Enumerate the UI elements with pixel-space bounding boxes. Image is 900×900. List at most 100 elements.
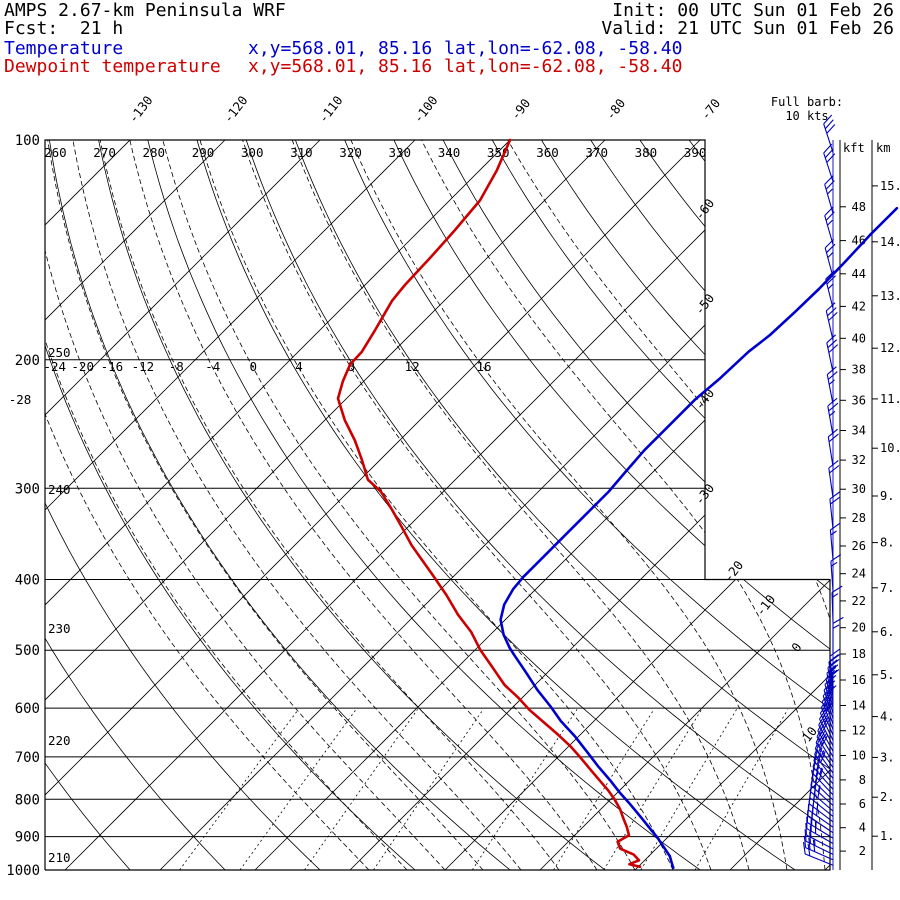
km-tick-label: 13.	[880, 289, 900, 303]
edge-isotherm-label: -60	[692, 196, 718, 223]
full-barb-note-line2: 10 kts	[785, 109, 829, 123]
wind-barb	[831, 585, 843, 623]
dry-adiabat-line	[590, 140, 830, 870]
full-barb-note-line1: Full barb:	[770, 95, 844, 109]
dry-adiabat-line	[45, 140, 226, 870]
moist-adiabat-line	[350, 140, 788, 870]
wind-barb	[819, 708, 834, 747]
pressure-axis-label: 1000	[6, 863, 40, 879]
dewpoint-legend-label: Dewpoint temperature	[4, 56, 221, 77]
init-time: Init: 00 UTC Sun 01 Feb 26	[612, 0, 894, 21]
wind-barb	[825, 270, 836, 309]
plot-border	[44, 139, 831, 871]
wind-barb	[826, 334, 839, 373]
wind-barb	[824, 239, 836, 278]
moist-adiabat-label: 4	[295, 359, 303, 374]
km-tick-label: 4.	[880, 710, 894, 724]
edge-isotherm-label: -10	[753, 592, 779, 619]
dry-adiabat-line	[49, 140, 511, 870]
isotherm-line	[539, 140, 830, 870]
mixing-ratio-line	[694, 709, 789, 870]
isotherm-line	[45, 140, 701, 870]
moist-adiabat-line	[421, 140, 826, 870]
km-tick-label: 2.	[880, 790, 894, 804]
dry-adiabat-line	[147, 140, 701, 870]
wind-barb	[827, 659, 840, 698]
moist-adiabat-label: 0	[250, 359, 258, 374]
kft-tick-label: 34	[852, 424, 866, 438]
pressure-axis-label: 700	[15, 750, 40, 766]
theta-top-label: 290	[192, 145, 215, 160]
mixing-ratio-line	[603, 709, 702, 870]
pressure-axis-label: 900	[15, 830, 40, 846]
dewpoint-xy-coords: x,y=568.01, 85.16	[248, 56, 433, 77]
theta-top-label: 320	[339, 145, 362, 160]
kft-tick-label: 12	[852, 724, 866, 738]
wind-barb	[813, 749, 834, 785]
pressure-axis-label: 800	[15, 792, 40, 808]
kft-tick-label: 20	[852, 621, 866, 635]
theta-top-label: 330	[389, 145, 412, 160]
moist-adiabat-line	[242, 140, 712, 870]
kft-tick-label: 2	[859, 844, 866, 858]
wind-barb	[829, 491, 841, 529]
theta-left-label: 240	[48, 482, 71, 497]
moist-adiabat-label: -24	[44, 359, 67, 374]
kft-tick-label: 48	[852, 200, 866, 214]
kft-tick-label: 36	[852, 393, 866, 407]
wind-barb	[817, 720, 834, 757]
isotherm-top-label: -80	[603, 96, 629, 123]
kft-tick-label: 26	[852, 539, 866, 553]
km-tick-label: 5.	[880, 668, 894, 682]
isotherm-line	[45, 140, 416, 870]
theta-left-label: 210	[48, 850, 71, 865]
isotherm-line	[634, 140, 830, 870]
mixing-ratio-line	[471, 709, 578, 870]
wind-barb	[806, 810, 834, 839]
moist-adiabat-label: 8	[348, 359, 356, 374]
km-tick-label: 3.	[880, 750, 894, 764]
wind-barb	[814, 737, 834, 774]
kft-tick-label: 18	[852, 647, 866, 661]
theta-top-label: 340	[438, 145, 461, 160]
moist-adiabat-line	[99, 140, 560, 870]
dry-adiabat-line	[45, 140, 416, 870]
moist-adiabat-label: 12	[405, 359, 420, 374]
dry-adiabat-line	[688, 140, 830, 870]
kft-tick-label: 38	[852, 363, 866, 377]
isotherm-line	[45, 140, 321, 870]
km-tick-label: 1.	[880, 829, 894, 843]
km-tick-label: 6.	[880, 625, 894, 639]
moist-adiabat-line	[45, 140, 370, 870]
wind-barb	[815, 731, 834, 768]
kft-tick-label: 4	[859, 821, 866, 835]
moist-adiabat-label: -20	[71, 359, 94, 374]
moist-adiabat-line	[72, 140, 522, 870]
kft-tick-label: 24	[852, 567, 866, 581]
km-tick-label: 11.	[880, 392, 900, 406]
km-axis-header: km	[876, 141, 890, 155]
moist-adiabat-line	[45, 140, 408, 870]
dry-adiabat-line	[45, 140, 321, 870]
mixing-ratio-line	[239, 709, 357, 870]
edge-isotherm-label: -50	[692, 291, 718, 318]
km-tick-label: 14.	[880, 235, 900, 249]
wind-barb	[804, 829, 834, 855]
theta-top-label: 390	[684, 145, 707, 160]
wind-barb	[809, 779, 834, 812]
dry-adiabat-line	[491, 140, 830, 870]
temperature-legend-label: Temperature	[4, 38, 124, 59]
kft-tick-label: 42	[852, 299, 866, 313]
edge-isotherm-label: 0	[788, 640, 804, 655]
model-title: AMPS 2.67-km Peninsula WRF	[4, 0, 286, 21]
km-tick-label: 7.	[880, 581, 894, 595]
kft-tick-label: 6	[859, 797, 866, 811]
temperature-xy-coords: x,y=568.01, 85.16	[248, 38, 433, 59]
km-tick-label: 8.	[880, 536, 894, 550]
pressure-axis-label: 400	[15, 573, 40, 589]
wind-barb	[820, 697, 834, 736]
wind-barb	[805, 822, 834, 850]
isotherm-line	[254, 140, 830, 870]
